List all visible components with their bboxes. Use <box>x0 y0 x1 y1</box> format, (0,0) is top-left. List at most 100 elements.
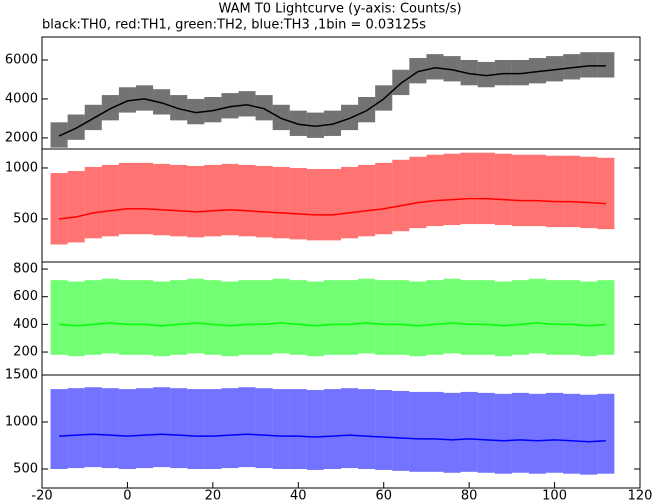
noise-band <box>563 54 581 80</box>
noise-band <box>494 153 512 226</box>
noise-band <box>204 389 222 470</box>
noise-band <box>563 155 581 228</box>
noise-band <box>255 165 273 238</box>
y-tick-label: 6000 <box>5 52 38 67</box>
noise-band <box>101 95 119 121</box>
noise-band <box>409 391 427 472</box>
noise-band <box>597 157 615 230</box>
noise-band <box>67 388 85 469</box>
noise-band <box>50 280 68 355</box>
noise-band <box>289 280 307 355</box>
noise-band <box>118 389 136 470</box>
noise-band <box>409 156 427 229</box>
noise-band <box>358 96 376 123</box>
y-tick-label: 500 <box>13 462 38 477</box>
noise-band <box>580 52 598 78</box>
noise-band <box>170 388 188 469</box>
noise-band <box>511 59 529 86</box>
noise-band <box>204 164 222 237</box>
noise-band <box>494 281 512 357</box>
y-tick-label: 4000 <box>5 91 38 106</box>
noise-band <box>341 280 359 355</box>
noise-band <box>272 166 290 239</box>
noise-band <box>84 166 102 239</box>
noise-band <box>306 168 324 241</box>
noise-band <box>187 165 205 238</box>
noise-band <box>238 387 256 468</box>
lightcurve-line <box>58 197 606 220</box>
y-tick-label: 2000 <box>5 130 38 145</box>
noise-band <box>563 280 581 355</box>
noise-band <box>426 280 444 355</box>
noise-band <box>341 104 359 131</box>
noise-band <box>84 387 102 468</box>
noise-band <box>392 280 410 355</box>
noise-band <box>101 278 119 354</box>
noise-band <box>341 166 359 239</box>
y-tick-label: 800 <box>13 262 38 277</box>
noise-band <box>50 389 68 470</box>
noise-band <box>84 104 102 131</box>
noise-band <box>204 280 222 355</box>
noise-band <box>306 281 324 357</box>
noise-band <box>511 154 529 227</box>
noise-band <box>153 387 171 468</box>
noise-band <box>460 59 478 86</box>
noise-band <box>187 278 205 354</box>
noise-band <box>289 389 307 470</box>
noise-band <box>272 389 290 470</box>
noise-band <box>528 393 547 474</box>
noise-band <box>341 388 359 469</box>
noise-band <box>443 153 461 226</box>
noise-band <box>135 85 154 111</box>
x-tick-label: 120 <box>628 489 653 504</box>
chart-title: WAM T0 Lightcurve (y-axis: Counts/s) <box>218 2 461 17</box>
noise-band <box>477 392 495 473</box>
noise-band <box>460 280 478 355</box>
noise-band <box>443 392 461 473</box>
noise-band <box>118 162 136 235</box>
y-tick-label: 200 <box>13 345 38 360</box>
noise-band <box>84 280 102 355</box>
noise-band <box>135 280 154 355</box>
noise-band <box>528 58 547 84</box>
noise-band <box>580 281 598 357</box>
noise-band <box>511 392 529 473</box>
noise-band <box>238 280 256 355</box>
noise-band <box>323 280 341 355</box>
noise-band <box>409 58 427 84</box>
noise-band <box>135 388 154 469</box>
y-tick-label: 400 <box>13 317 38 332</box>
noise-band <box>580 394 598 475</box>
noise-band <box>528 154 547 227</box>
noise-band <box>118 280 136 355</box>
noise-band <box>238 164 256 237</box>
noise-band <box>67 281 85 357</box>
noise-band <box>323 110 341 136</box>
noise-band <box>255 280 273 355</box>
noise-band <box>477 61 495 88</box>
noise-band <box>153 163 171 236</box>
noise-band <box>494 59 512 86</box>
noise-band <box>221 281 239 357</box>
noise-band <box>375 280 393 355</box>
noise-band <box>426 54 444 80</box>
noise-band <box>135 162 154 235</box>
noise-band <box>170 95 188 121</box>
x-tick-label: 20 <box>205 489 222 504</box>
noise-band <box>272 104 290 131</box>
noise-band <box>255 95 273 121</box>
noise-band <box>460 391 478 472</box>
x-tick-label: 60 <box>375 489 392 504</box>
y-tick-label: 600 <box>13 289 38 304</box>
noise-band <box>118 87 136 113</box>
noise-band <box>170 164 188 237</box>
noise-band <box>358 164 376 237</box>
noise-band <box>528 278 547 354</box>
noise-band <box>477 152 495 225</box>
noise-band <box>375 162 393 235</box>
noise-band <box>546 392 564 473</box>
noise-band <box>289 167 307 240</box>
y-tick-label: 1000 <box>5 415 38 430</box>
